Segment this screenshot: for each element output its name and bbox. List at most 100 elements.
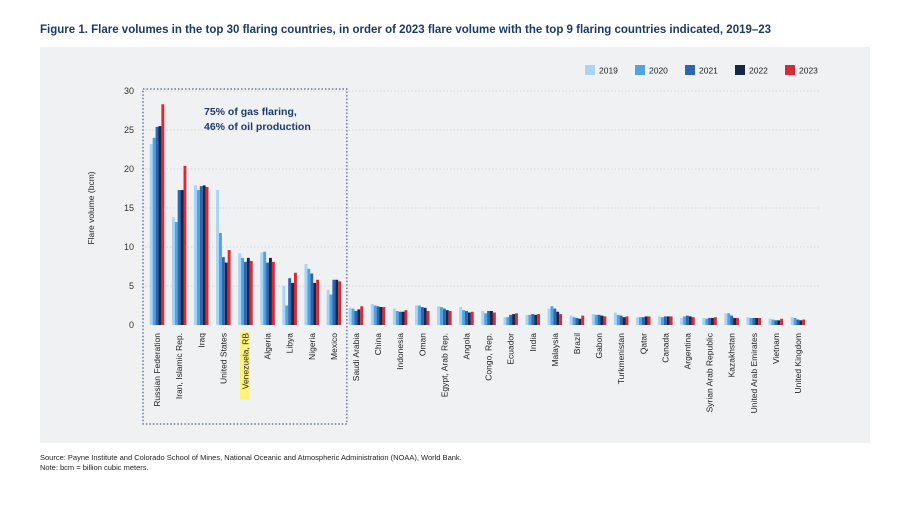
bar <box>724 313 728 325</box>
bar <box>376 306 380 325</box>
bar <box>227 250 231 325</box>
bar <box>180 190 184 325</box>
category-label: Russian Federation <box>152 333 162 407</box>
bar <box>238 253 242 325</box>
bar <box>338 281 342 325</box>
bar <box>619 315 623 325</box>
legend-swatch <box>785 65 795 75</box>
category-label: Malaysia <box>550 333 560 367</box>
bar <box>445 310 449 325</box>
annotation-line2: 46% of oil production <box>204 121 311 133</box>
category-label: Congo, Rep. <box>484 333 494 381</box>
bar <box>420 307 424 325</box>
bar <box>415 305 418 325</box>
bar <box>575 317 579 325</box>
bar <box>244 261 247 325</box>
bar <box>705 318 709 325</box>
category-label: Indonesia <box>395 333 405 370</box>
y-axis-label: Flare volume (bcm) <box>86 171 96 244</box>
bar <box>288 278 292 325</box>
category-label: Mexico <box>329 333 339 360</box>
bar <box>442 308 446 325</box>
category-label: Iraq <box>196 333 206 348</box>
bar <box>487 310 490 325</box>
bar <box>158 126 162 325</box>
legend-swatch <box>635 65 645 75</box>
bar <box>736 317 739 325</box>
bar <box>307 268 311 325</box>
bar <box>774 320 778 325</box>
legend-label: 2022 <box>749 66 768 76</box>
source-notes: Source: Payne Institute and Colorado Sch… <box>40 453 462 473</box>
category-label: Iran, Islamic Rep. <box>174 333 184 399</box>
y-tick-label: 20 <box>124 164 134 174</box>
bar <box>713 317 717 325</box>
bar <box>556 311 560 325</box>
bar <box>285 305 289 325</box>
legend-swatch <box>735 65 745 75</box>
category-label: India <box>528 333 538 352</box>
bar <box>569 315 573 325</box>
bar <box>329 294 333 325</box>
figure-title: Figure 1. Flare volumes in the top 30 fl… <box>40 24 772 36</box>
annotation-line1: 75% of gas flaring, <box>204 106 297 118</box>
bar <box>241 257 244 325</box>
legend-label: 2020 <box>649 66 668 76</box>
bar <box>591 314 595 325</box>
legend-swatch <box>585 65 595 75</box>
bar <box>755 317 759 325</box>
bar <box>282 286 286 325</box>
bar <box>490 310 493 325</box>
bar <box>622 317 626 325</box>
bar <box>194 185 197 325</box>
bar <box>515 313 518 325</box>
category-label: Gabon <box>594 333 604 359</box>
bar <box>581 315 585 325</box>
y-tick-label: 15 <box>124 203 134 213</box>
bar <box>802 319 806 325</box>
bar <box>492 312 496 325</box>
bar <box>680 317 684 325</box>
legend-swatch <box>685 65 695 75</box>
bar <box>790 317 794 325</box>
bar <box>246 257 250 325</box>
bar <box>395 310 399 325</box>
bar <box>553 308 557 325</box>
bar <box>746 317 750 325</box>
category-label: Venezuela, RB <box>240 333 250 390</box>
bar <box>462 310 465 325</box>
bar <box>578 318 582 325</box>
bar <box>155 126 159 325</box>
bar <box>793 317 797 325</box>
bar <box>661 317 664 325</box>
bar <box>161 104 165 325</box>
category-label: United Kingdom <box>793 333 803 393</box>
bar <box>749 317 753 325</box>
legend-label: 2019 <box>599 66 618 76</box>
category-label: Brazil <box>572 333 582 354</box>
bar <box>547 308 551 325</box>
bar <box>559 314 563 325</box>
bar <box>666 316 670 325</box>
bar <box>465 310 468 325</box>
bar <box>310 273 314 325</box>
bar <box>379 307 383 325</box>
y-tick-label: 25 <box>124 125 134 135</box>
bar <box>404 310 408 325</box>
bar <box>600 315 604 325</box>
bar <box>202 185 206 325</box>
bar <box>686 315 689 325</box>
bar <box>249 261 253 325</box>
category-label: Syrian Arab Republic <box>705 332 715 412</box>
bar <box>752 317 756 325</box>
bar <box>392 308 396 325</box>
bar <box>506 317 510 325</box>
bar <box>304 264 308 325</box>
category-label: Nigeria <box>307 333 317 360</box>
bar <box>683 316 686 325</box>
bar <box>266 262 269 325</box>
category-label: Argentina <box>682 333 692 370</box>
bar <box>373 305 377 325</box>
bar <box>534 314 538 325</box>
bar <box>613 312 617 325</box>
